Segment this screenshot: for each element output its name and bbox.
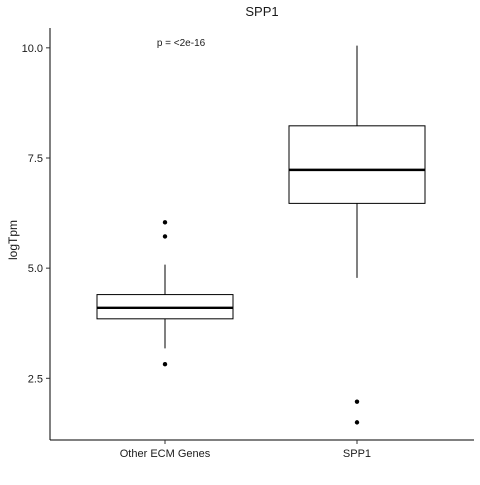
box-iqr [288,125,426,204]
outlier-point [354,399,360,404]
x-tick-label: Other ECM Genes [120,448,211,460]
chart-title: SPP1 [245,4,278,19]
outlier-point [162,362,168,367]
x-tick-label: SPP1 [343,448,371,460]
plot-area: 2.5 5.0 7.5 10.0 Other ECM Genes SPP1 [22,28,474,460]
y-tick-label: 2.5 [28,373,43,385]
outlier-point [162,234,168,239]
p-value-annotation: p = <2e-16 [157,38,206,49]
outlier-point [162,220,168,225]
y-tick-label: 7.5 [28,153,43,165]
y-tick-label: 5.0 [28,263,43,275]
y-tick-label: 10.0 [22,43,43,55]
outlier-point [354,420,360,425]
y-axis-title: logTpm [6,220,20,260]
